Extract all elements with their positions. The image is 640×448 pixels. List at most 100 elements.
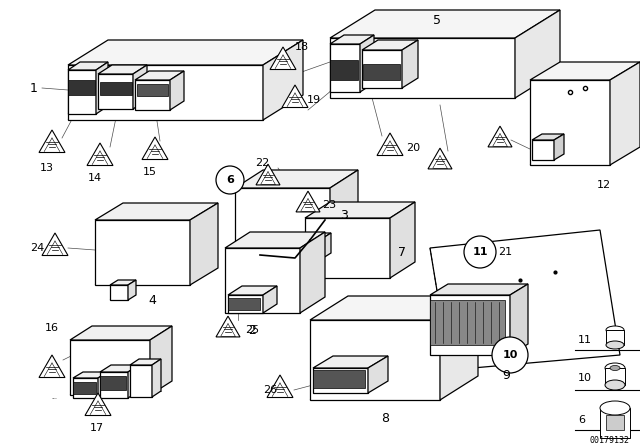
Polygon shape (313, 368, 368, 393)
Polygon shape (70, 326, 172, 340)
Polygon shape (440, 296, 478, 400)
Circle shape (492, 337, 528, 373)
Text: 11: 11 (472, 247, 488, 257)
Polygon shape (363, 64, 400, 80)
Polygon shape (430, 230, 620, 370)
Polygon shape (70, 340, 150, 395)
Polygon shape (323, 233, 331, 258)
Polygon shape (95, 220, 190, 285)
Polygon shape (170, 71, 184, 110)
Polygon shape (100, 372, 128, 398)
Polygon shape (68, 70, 96, 114)
Polygon shape (73, 372, 108, 378)
Polygon shape (85, 393, 111, 415)
Polygon shape (605, 368, 625, 385)
Polygon shape (305, 218, 390, 278)
Polygon shape (330, 35, 374, 44)
Polygon shape (130, 365, 152, 397)
Polygon shape (130, 359, 161, 365)
Text: 21: 21 (498, 247, 512, 257)
Polygon shape (68, 62, 108, 70)
Polygon shape (95, 203, 218, 220)
Polygon shape (42, 233, 68, 255)
Ellipse shape (600, 401, 630, 415)
Polygon shape (228, 295, 263, 313)
Text: 16: 16 (45, 323, 59, 333)
Text: 24: 24 (30, 243, 44, 253)
Text: 10: 10 (578, 373, 592, 383)
Circle shape (216, 166, 244, 194)
Ellipse shape (606, 341, 624, 349)
Polygon shape (532, 134, 564, 140)
Polygon shape (296, 191, 320, 212)
Polygon shape (68, 40, 303, 65)
Polygon shape (100, 82, 132, 95)
Polygon shape (377, 133, 403, 155)
Polygon shape (263, 286, 277, 313)
Polygon shape (142, 137, 168, 159)
Polygon shape (135, 71, 184, 80)
Polygon shape (128, 280, 136, 300)
Polygon shape (330, 60, 358, 80)
Text: 20: 20 (406, 143, 420, 153)
Polygon shape (402, 40, 418, 88)
Polygon shape (330, 170, 358, 253)
Text: 00179132: 00179132 (590, 436, 630, 445)
Polygon shape (310, 296, 478, 320)
Polygon shape (606, 330, 624, 345)
Polygon shape (430, 284, 528, 295)
Text: 9: 9 (502, 369, 510, 382)
Polygon shape (282, 85, 308, 108)
Text: 13: 13 (40, 163, 54, 173)
Text: 12: 12 (597, 180, 611, 190)
Polygon shape (270, 47, 296, 69)
Polygon shape (267, 375, 293, 397)
Polygon shape (235, 170, 358, 188)
Polygon shape (96, 62, 108, 114)
Ellipse shape (606, 326, 624, 334)
Text: 7: 7 (398, 246, 406, 258)
Polygon shape (428, 148, 452, 169)
Polygon shape (515, 10, 560, 98)
Polygon shape (305, 202, 415, 218)
Text: 4: 4 (148, 293, 156, 306)
Polygon shape (430, 300, 505, 345)
Polygon shape (300, 232, 325, 313)
Polygon shape (98, 74, 133, 109)
Polygon shape (310, 320, 440, 400)
Polygon shape (228, 286, 277, 295)
Text: 15: 15 (143, 167, 157, 177)
Polygon shape (606, 415, 624, 430)
Polygon shape (305, 233, 331, 238)
Polygon shape (235, 188, 330, 253)
Polygon shape (137, 84, 168, 96)
Polygon shape (532, 140, 554, 160)
Polygon shape (68, 65, 263, 120)
Text: 8: 8 (381, 412, 389, 425)
Polygon shape (330, 10, 560, 38)
Text: 17-area: 17-area (52, 397, 58, 399)
Ellipse shape (610, 366, 620, 370)
Text: 19: 19 (307, 95, 321, 105)
Text: 10: 10 (502, 350, 518, 360)
Text: 25: 25 (245, 325, 259, 335)
Polygon shape (110, 280, 136, 285)
Polygon shape (225, 232, 325, 248)
Polygon shape (39, 355, 65, 378)
Polygon shape (135, 80, 170, 110)
Polygon shape (263, 40, 303, 120)
Polygon shape (368, 356, 388, 393)
Text: 22: 22 (255, 158, 269, 168)
Polygon shape (98, 372, 108, 398)
Polygon shape (110, 285, 128, 300)
Polygon shape (330, 38, 515, 98)
Polygon shape (150, 326, 172, 395)
Text: 2: 2 (248, 323, 256, 336)
Polygon shape (228, 298, 260, 310)
Text: 5: 5 (433, 13, 441, 26)
Polygon shape (360, 35, 374, 92)
Polygon shape (610, 62, 640, 165)
Polygon shape (68, 80, 95, 95)
Text: 14: 14 (88, 173, 102, 183)
Polygon shape (305, 238, 323, 258)
